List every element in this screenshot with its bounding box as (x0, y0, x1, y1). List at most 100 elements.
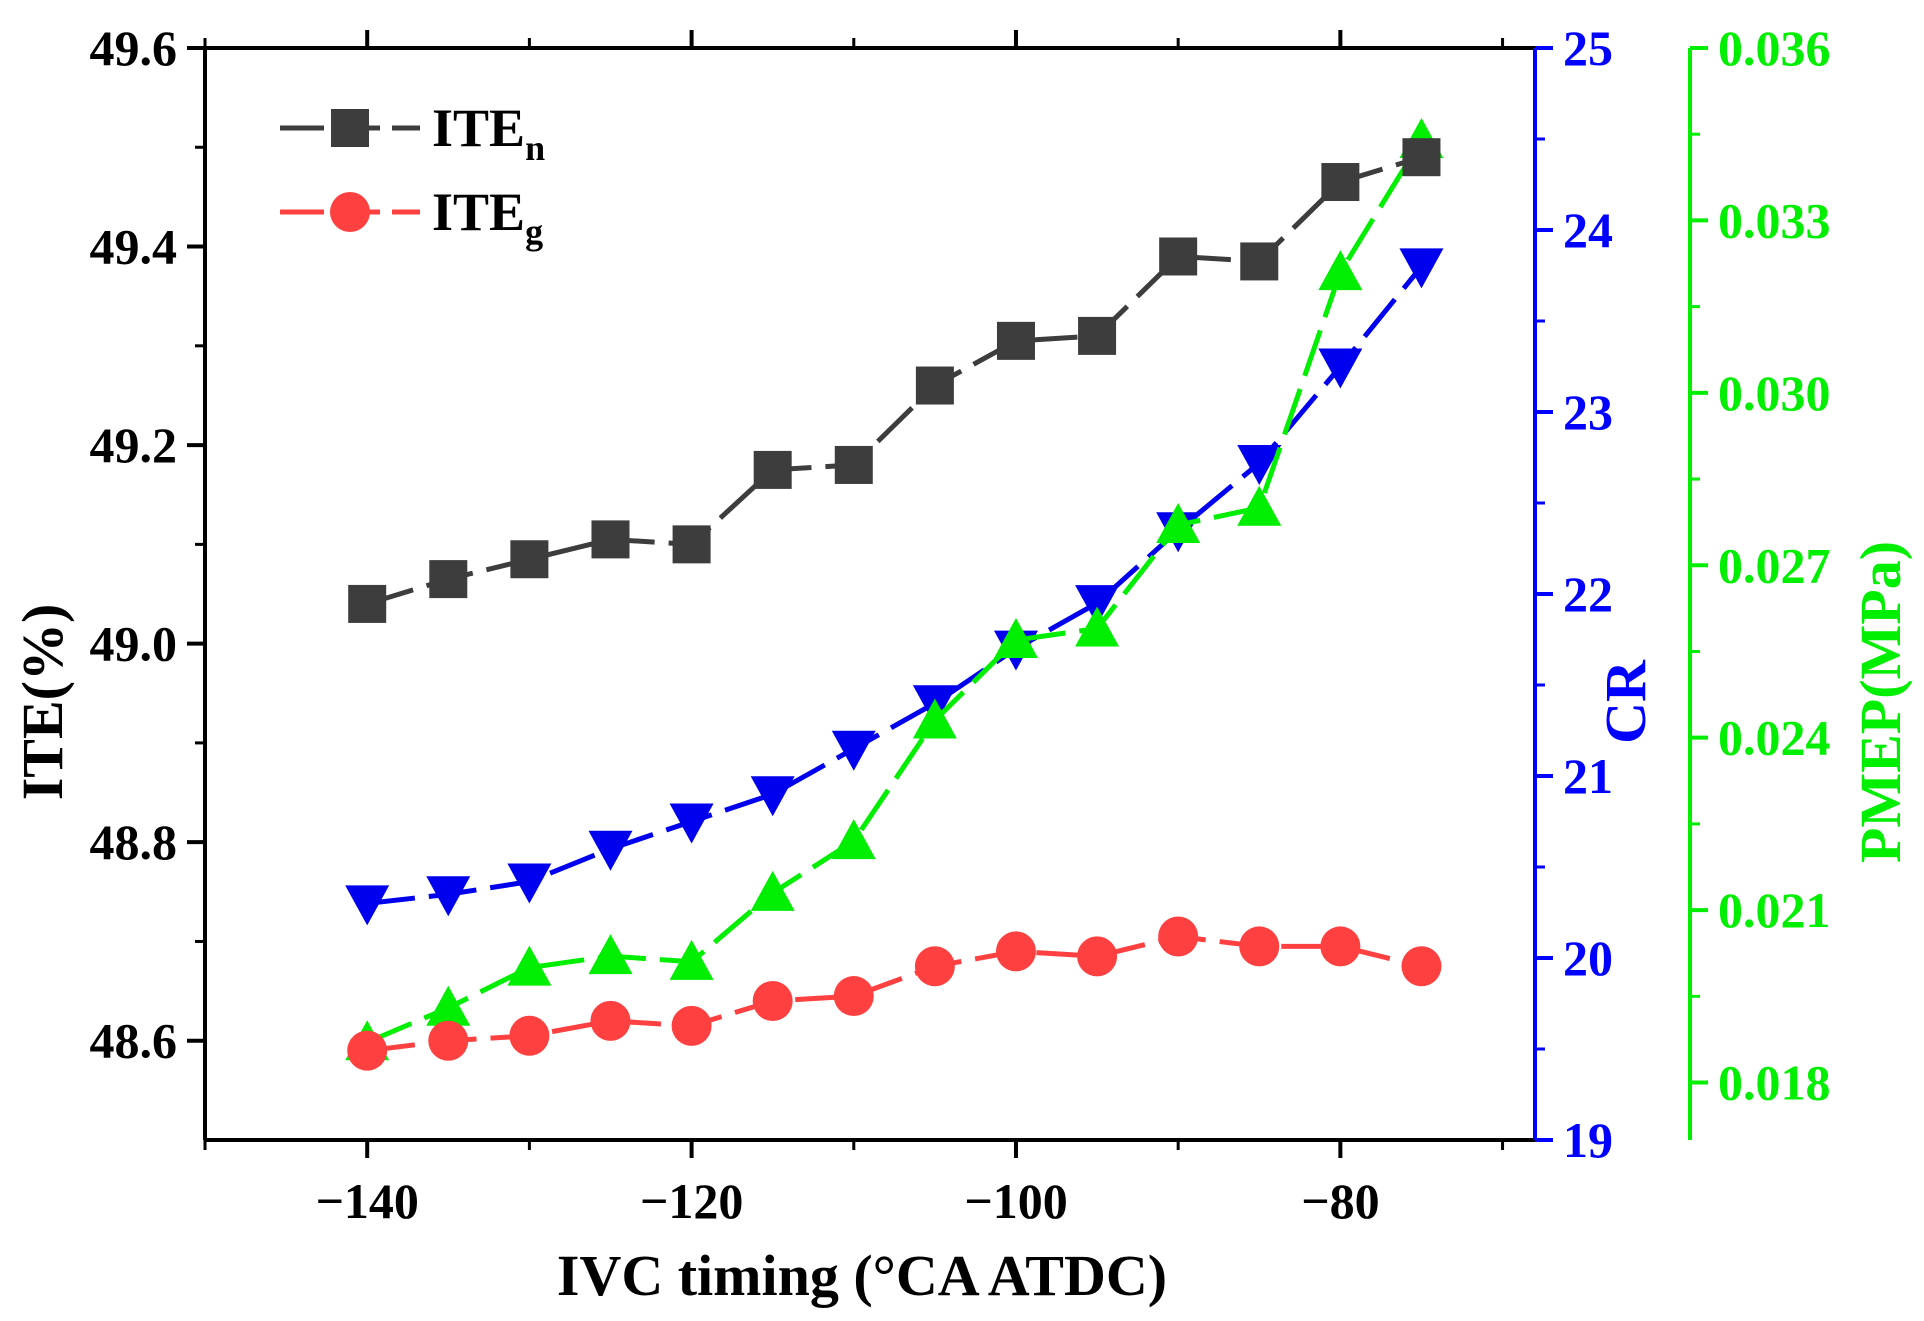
legend-label-text: ITE (432, 182, 525, 242)
legend-label-subscript: g (525, 212, 543, 252)
pmep-tick-label: 0.030 (1718, 365, 1831, 421)
data-point-pmep (507, 945, 552, 986)
series-line-cr (366, 264, 1424, 906)
x-tick-label: −80 (1301, 1173, 1380, 1229)
left-tick-label: 48.6 (90, 1013, 178, 1069)
pmep-axis-title: PMEP(MPa) (1848, 541, 1913, 863)
pmep-tick-label: 0.033 (1718, 192, 1831, 248)
left-tick-label: 49.6 (90, 20, 178, 76)
data-point-iteg (1158, 916, 1199, 957)
series-cr (345, 248, 1444, 926)
data-point-iten (915, 366, 954, 405)
data-point-pmep (1237, 485, 1282, 526)
data-point-iteg (995, 931, 1036, 972)
data-point-pmep (1318, 250, 1363, 291)
data-point-cr (345, 885, 390, 926)
data-point-pmep (669, 939, 714, 980)
data-point-pmep (912, 698, 957, 739)
data-point-iteg (590, 1000, 631, 1041)
data-point-cr (588, 830, 633, 871)
legend-marker (331, 109, 369, 147)
data-point-iten (1240, 242, 1279, 281)
data-point-iteg (833, 976, 874, 1017)
pmep-tick-label: 0.018 (1718, 1055, 1831, 1111)
data-point-cr (1237, 444, 1282, 485)
data-point-iteg (428, 1020, 469, 1061)
legend-item-iteg: ITEg (280, 182, 543, 252)
data-point-iteg (509, 1015, 550, 1056)
data-point-cr (426, 876, 471, 917)
cr-tick-label: 22 (1563, 566, 1613, 622)
data-point-iten (1078, 316, 1117, 355)
series-iteg (347, 916, 1442, 1071)
data-point-pmep (1075, 606, 1120, 647)
pmep-tick-label: 0.027 (1718, 537, 1831, 593)
data-point-iten (591, 520, 630, 559)
left-axis: 48.6 48.8 49.0 49.2 49.4 49.6 (90, 20, 205, 1069)
data-point-iten (1402, 138, 1441, 177)
series-iten (348, 138, 1441, 623)
series-pmep (345, 117, 1444, 1061)
left-tick-label: 49.0 (90, 616, 178, 672)
pmep-tick-label: 0.021 (1718, 882, 1831, 938)
data-point-cr (1318, 348, 1363, 389)
pmep-tick-label: 0.036 (1718, 20, 1831, 76)
data-point-pmep (426, 985, 471, 1026)
data-point-iten (834, 445, 873, 484)
data-point-iten (1321, 163, 1360, 202)
data-point-iteg (914, 946, 955, 987)
data-point-pmep (750, 870, 795, 911)
data-point-iten (672, 525, 711, 564)
legend-label: ITEg (432, 182, 543, 252)
data-point-iten (429, 560, 468, 599)
x-tick-label: −140 (315, 1173, 419, 1229)
data-point-cr (507, 863, 552, 904)
data-point-iteg (347, 1030, 388, 1071)
data-point-iten (510, 540, 549, 579)
x-axis: −140 −120 −100 −80 (203, 30, 1505, 1229)
x-tick-label: −100 (964, 1173, 1068, 1229)
data-point-iten (996, 321, 1035, 360)
cr-axis: 19 20 21 22 23 24 25 (1535, 20, 1613, 1168)
left-axis-title: ITE(%) (10, 604, 75, 801)
left-tick-label: 49.4 (90, 219, 178, 275)
data-point-iteg (1077, 936, 1118, 977)
cr-tick-label: 19 (1563, 1112, 1613, 1168)
cr-tick-label: 25 (1563, 20, 1613, 76)
x-tick-label: −120 (640, 1173, 744, 1229)
cr-tick-label: 21 (1563, 748, 1613, 804)
legend-label-subscript: n (525, 128, 545, 168)
data-point-iteg (1320, 926, 1361, 967)
x-axis-title: IVC timing (°CA ATDC) (557, 1243, 1167, 1308)
data-point-iteg (1239, 926, 1280, 967)
series-layer (345, 117, 1444, 1071)
data-point-pmep (831, 819, 876, 860)
data-point-iten (1159, 237, 1198, 276)
data-point-pmep (588, 934, 633, 975)
cr-tick-label: 20 (1563, 930, 1613, 986)
data-point-pmep (1156, 503, 1201, 544)
data-point-cr (1399, 248, 1444, 289)
data-point-iten (348, 584, 387, 623)
left-tick-label: 49.2 (90, 417, 178, 473)
data-point-cr (750, 776, 795, 817)
data-point-pmep (993, 617, 1038, 658)
legend-marker (330, 192, 370, 232)
left-tick-label: 48.8 (90, 814, 178, 870)
data-point-iteg (1401, 946, 1442, 987)
pmep-tick-label: 0.024 (1718, 710, 1831, 766)
cr-tick-label: 23 (1563, 384, 1613, 440)
legend-label: ITEn (432, 98, 545, 168)
data-point-cr (669, 803, 714, 844)
data-point-iteg (752, 981, 793, 1022)
legend-item-iten: ITEn (280, 98, 545, 168)
data-point-iteg (671, 1005, 712, 1046)
cr-axis-title: CR (1593, 659, 1658, 744)
legend-label-text: ITE (432, 98, 525, 158)
data-point-cr (831, 730, 876, 771)
data-point-cr (1075, 585, 1120, 626)
data-point-iten (753, 450, 792, 489)
cr-tick-label: 24 (1563, 202, 1613, 258)
